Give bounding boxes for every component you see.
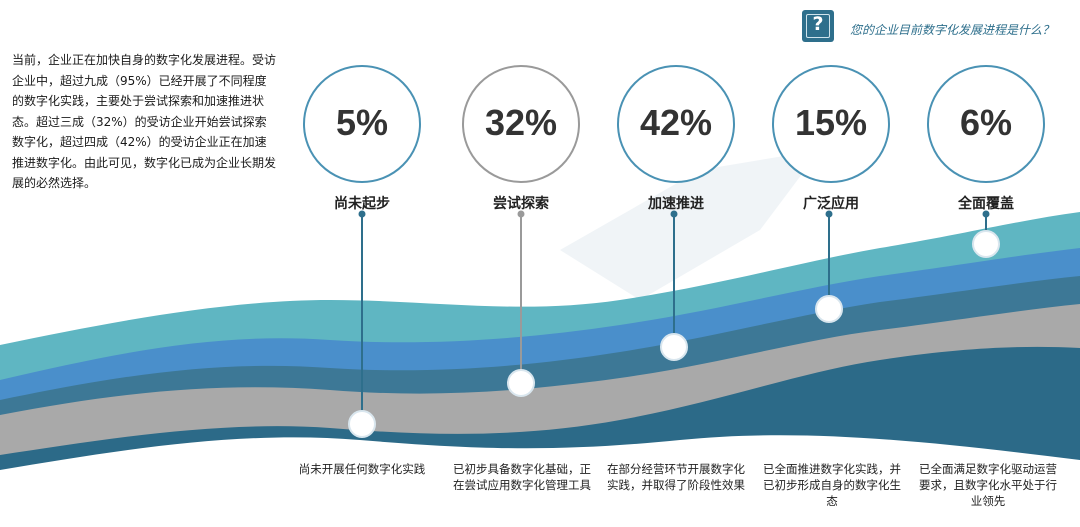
percentage-circle	[462, 65, 580, 183]
stage-label: 加速推进	[648, 196, 704, 212]
wave-base	[0, 435, 1080, 527]
wave-node	[815, 295, 843, 323]
connector-exploring	[507, 210, 535, 397]
stage-label: 全面覆盖	[958, 196, 1014, 212]
question-header: ? 您的企业目前数字化发展进程是什么？	[802, 10, 1072, 46]
percentage-circle	[927, 65, 1045, 183]
wave-node	[348, 410, 376, 438]
connector-dot	[825, 210, 833, 218]
stage-percentage: 32%	[484, 102, 558, 143]
stage-label: 尝试探索	[493, 196, 549, 212]
wave-node	[660, 333, 688, 361]
decorative-arrow	[560, 150, 820, 300]
intro-paragraph: 当前，企业正在加快自身的数字化发展进程。受访企业中，超过九成（95%）已经开展了…	[12, 53, 277, 190]
connector-not-started	[348, 210, 376, 438]
percentage-circle	[617, 65, 735, 183]
connector-full-coverage	[972, 210, 1000, 258]
stage-label: 广泛应用	[803, 196, 859, 212]
wave-node	[507, 369, 535, 397]
connector-accelerating	[660, 210, 688, 361]
stage-percentage: 15%	[794, 102, 868, 143]
percentage-circle	[772, 65, 890, 183]
connector-dot	[358, 210, 366, 218]
stage-percentage: 5%	[335, 102, 389, 143]
stage-description: 已全面满足数字化驱动运营要求，且数字化水平处于行业领先	[919, 462, 1057, 508]
stage-percentage: 42%	[639, 102, 713, 143]
wave-node	[972, 230, 1000, 258]
question-mark-icon: ?	[802, 10, 834, 42]
connector-widely-applied	[815, 210, 843, 323]
connector-dot	[982, 210, 990, 218]
connector-dot	[517, 210, 525, 218]
connector-dot	[670, 210, 678, 218]
percentage-circle	[303, 65, 421, 183]
stage-description: 尚未开展任何数字化实践	[298, 462, 426, 476]
stage-description: 已初步具备数字化基础，正在尝试应用数字化管理工具	[453, 462, 591, 492]
stage-description: 在部分经营环节开展数字化实践，并取得了阶段性效果	[607, 462, 745, 492]
stage-label: 尚未起步	[334, 196, 390, 212]
stage-percentage: 6%	[959, 102, 1013, 143]
question-text: 您的企业目前数字化发展进程是什么？	[850, 23, 1055, 37]
stage-description: 已全面推进数字化实践，并已初步形成自身的数字化生态	[763, 462, 901, 508]
